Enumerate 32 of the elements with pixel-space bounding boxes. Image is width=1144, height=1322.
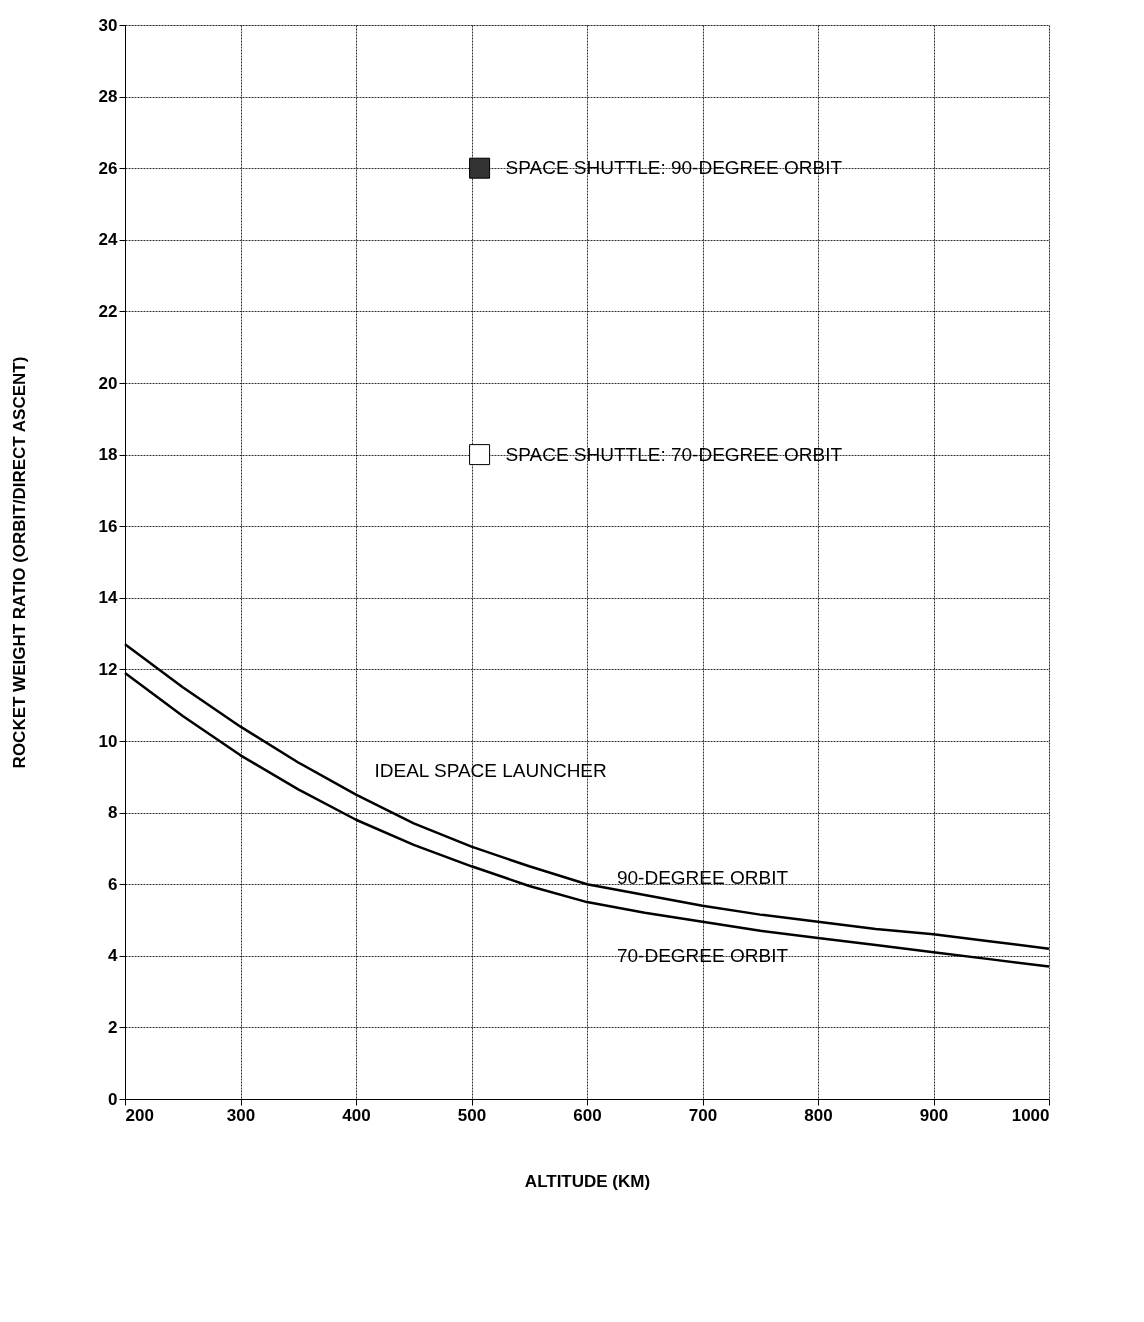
x-tick-label: 900 bbox=[919, 1105, 949, 1125]
y-tick-label: 14 bbox=[98, 588, 119, 608]
y-tick-label: 8 bbox=[108, 803, 118, 823]
x-tick-label: 700 bbox=[688, 1105, 718, 1125]
series-label: SPACE SHUTTLE: 70-DEGREE ORBIT bbox=[505, 443, 843, 465]
x-tick-label: 1000 bbox=[1011, 1105, 1050, 1125]
x-tick-label: 500 bbox=[457, 1105, 487, 1125]
x-tick-label: 200 bbox=[125, 1105, 154, 1125]
y-tick-label: 0 bbox=[108, 1089, 118, 1109]
y-tick-label: 2 bbox=[108, 1017, 118, 1037]
y-tick-label: 30 bbox=[98, 15, 118, 35]
x-axis-title: ALTITUDE (KM) bbox=[524, 1171, 651, 1191]
series-label: SPACE SHUTTLE: 90-DEGREE ORBIT bbox=[505, 157, 843, 179]
x-tick-label: 600 bbox=[573, 1105, 602, 1125]
y-tick-label: 28 bbox=[98, 87, 118, 107]
x-tick-label: 800 bbox=[804, 1105, 833, 1125]
y-axis-title: ROCKET WEIGHT RATIO (ORBIT/DIRECT ASCENT) bbox=[9, 356, 29, 769]
y-tick-label: 6 bbox=[108, 874, 118, 894]
y-tick-label: 20 bbox=[98, 373, 118, 393]
x-tick-label: 400 bbox=[342, 1105, 371, 1125]
y-tick-label: 16 bbox=[98, 516, 118, 536]
x-tick-label: 300 bbox=[226, 1105, 256, 1125]
y-tick-label: 4 bbox=[108, 946, 119, 966]
series-label: 90-DEGREE ORBIT bbox=[616, 866, 789, 888]
y-tick-label: 26 bbox=[98, 158, 118, 178]
y-tick-label: 18 bbox=[98, 445, 118, 465]
y-tick-label: 22 bbox=[98, 301, 118, 321]
y-tick-label: 12 bbox=[98, 659, 118, 679]
annotation: IDEAL SPACE LAUNCHER bbox=[374, 760, 607, 782]
series-label: 70-DEGREE ORBIT bbox=[616, 944, 789, 966]
y-tick-label: 10 bbox=[98, 731, 118, 751]
y-tick-label: 24 bbox=[98, 230, 119, 250]
